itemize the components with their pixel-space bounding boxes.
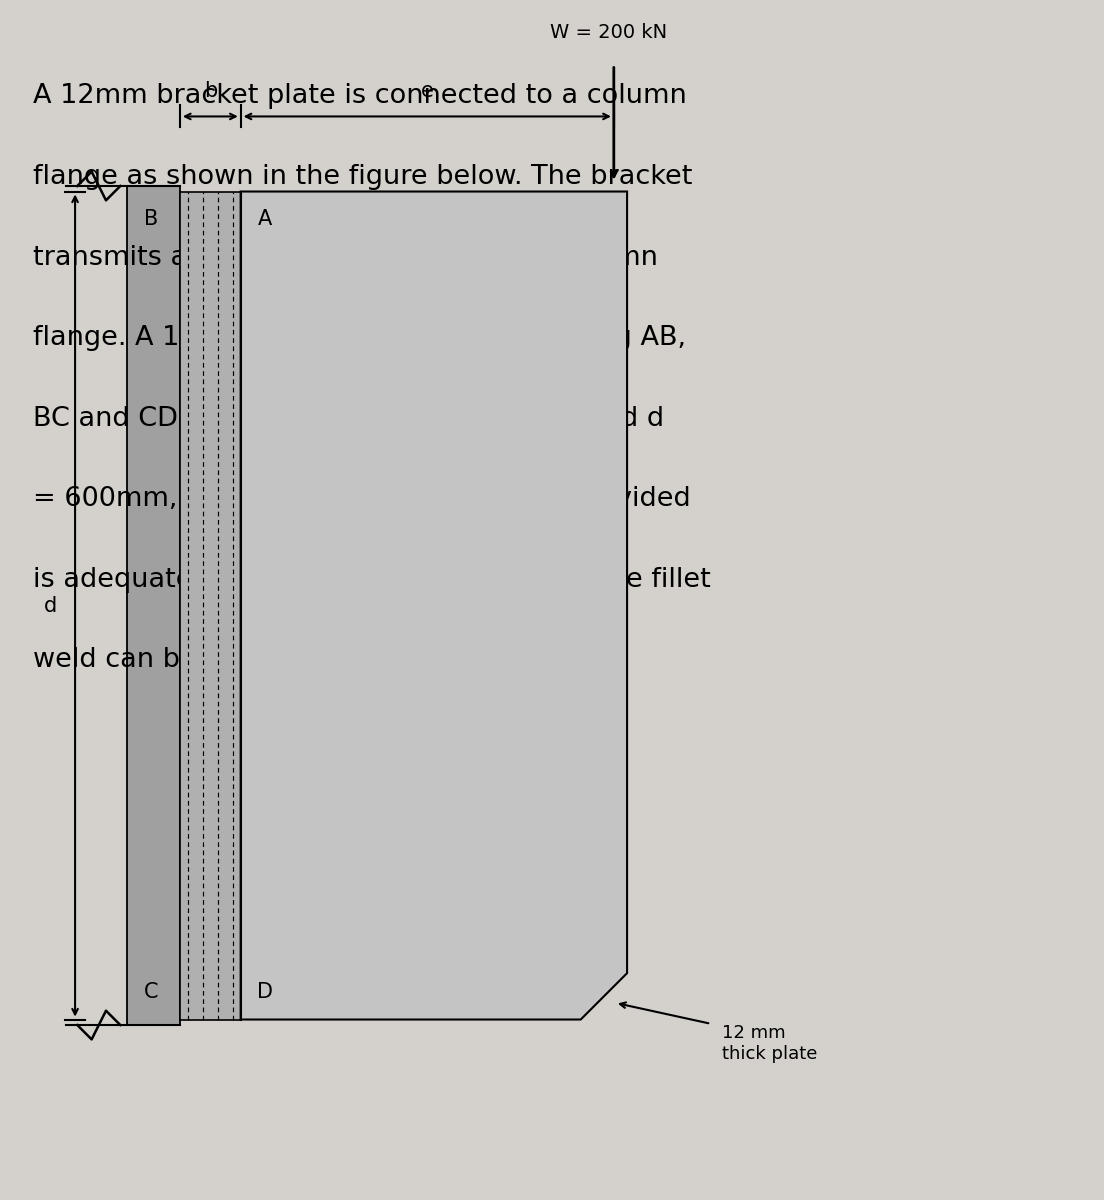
Text: transmits a load of W = 200 kN to the column: transmits a load of W = 200 kN to the co…	[33, 245, 658, 270]
Text: A: A	[258, 209, 272, 229]
Text: BC and CD. If e = 350 mm, b = 200 mm and d: BC and CD. If e = 350 mm, b = 200 mm and…	[33, 406, 665, 432]
Bar	[127, 186, 180, 1025]
Text: B: B	[145, 209, 158, 229]
Text: is adequate. Allowable shearing stress in the fillet: is adequate. Allowable shearing stress i…	[33, 566, 711, 593]
Text: flange. A 10mm fillet weld is provided along AB,: flange. A 10mm fillet weld is provided a…	[33, 325, 686, 352]
Text: D: D	[257, 982, 273, 1002]
Text: e: e	[421, 80, 434, 101]
Text: C: C	[144, 982, 159, 1002]
Polygon shape	[241, 192, 627, 1020]
Text: flange as shown in the figure below. The bracket: flange as shown in the figure below. The…	[33, 164, 692, 190]
Bar	[180, 192, 241, 1020]
Text: = 600mm, verify if the size of the weld provided: = 600mm, verify if the size of the weld …	[33, 486, 691, 512]
Text: A 12mm bracket plate is connected to a column: A 12mm bracket plate is connected to a c…	[33, 83, 687, 109]
Text: weld can be taken to be 108 MPa.: weld can be taken to be 108 MPa.	[33, 648, 492, 673]
Text: W = 200 kN: W = 200 kN	[550, 24, 667, 42]
Text: b: b	[203, 80, 217, 101]
Text: 12 mm
thick plate: 12 mm thick plate	[722, 1025, 817, 1063]
Text: d: d	[44, 595, 57, 616]
